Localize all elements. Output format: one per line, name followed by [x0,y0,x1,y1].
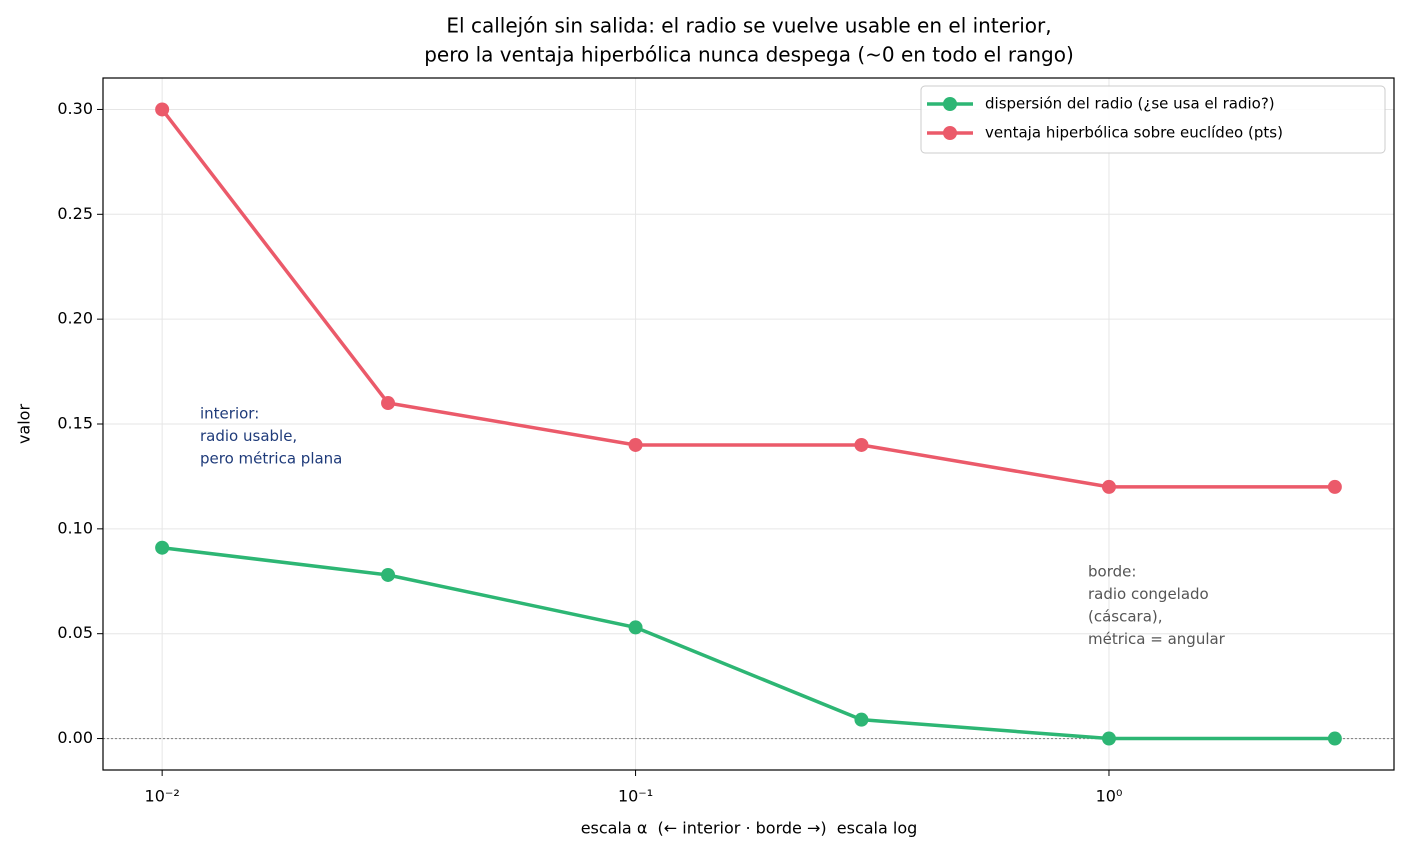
data-point [1101,731,1116,746]
chart-title: pero la ventaja hiperbólica nunca despeg… [424,43,1074,67]
y-tick-label: 0.05 [57,623,93,642]
data-point [381,396,396,411]
legend-marker [943,126,957,140]
data-point [628,620,643,635]
legend-label: dispersión del radio (¿se usa el radio?) [985,95,1275,113]
annotation: métrica = angular [1088,630,1226,648]
y-tick-label: 0.00 [57,728,93,747]
data-point [1101,479,1116,494]
data-point [155,102,170,117]
plot-frame [102,77,1395,771]
x-tick-label: 10⁻¹ [618,787,653,806]
data-point [1327,731,1342,746]
data-point [381,567,396,582]
legend-marker [943,97,957,111]
data-point [1327,479,1342,494]
x-axis-label: escala α (← interior · borde →) escala l… [581,819,918,838]
y-tick-label: 0.25 [57,204,93,223]
annotation: radio congelado [1088,585,1209,603]
annotation: borde: [1088,563,1136,581]
x-tick-label: 10⁰ [1096,787,1123,806]
data-point [155,540,170,555]
chart-title: El callejón sin salida: el radio se vuel… [446,14,1051,38]
legend-box [920,85,1386,154]
data-point [628,437,643,452]
annotation: (cáscara), [1088,608,1163,626]
y-tick-label: 0.10 [57,518,93,537]
annotation: pero métrica plana [200,450,342,468]
data-point [854,437,869,452]
series-line [160,108,1335,489]
y-tick-label: 0.20 [57,309,93,328]
y-tick-label: 0.30 [57,99,93,118]
legend-label: ventaja hiperbólica sobre euclídeo (pts) [985,124,1283,142]
x-tick-label: 10⁻² [145,787,180,806]
annotation: interior: [200,405,259,423]
y-tick-label: 0.15 [57,414,93,433]
y-axis-label: valor [15,404,34,445]
series-line [161,545,1335,741]
annotation: radio usable, [200,427,297,445]
data-point [854,712,869,727]
